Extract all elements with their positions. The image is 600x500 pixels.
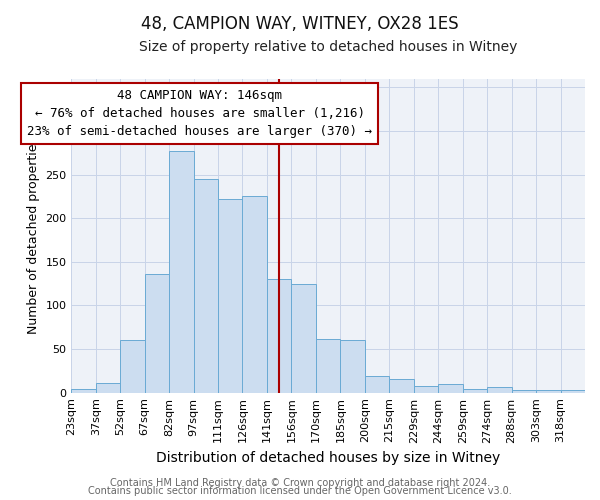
Bar [389,378,414,392]
Text: 48 CAMPION WAY: 146sqm
← 76% of detached houses are smaller (1,216)
23% of semi-: 48 CAMPION WAY: 146sqm ← 76% of detached… [27,89,372,138]
Bar [71,389,96,392]
Bar [120,340,145,392]
Bar [512,390,536,392]
Bar [218,199,242,392]
Bar [267,280,292,392]
Text: Contains public sector information licensed under the Open Government Licence v3: Contains public sector information licen… [88,486,512,496]
Y-axis label: Number of detached properties: Number of detached properties [27,137,40,334]
Bar [242,196,267,392]
Bar [463,389,487,392]
Bar [487,388,512,392]
Bar [438,384,463,392]
Bar [292,284,316,393]
Bar [414,386,438,392]
Bar [169,151,194,392]
Bar [316,338,340,392]
X-axis label: Distribution of detached houses by size in Witney: Distribution of detached houses by size … [156,451,500,465]
Bar [340,340,365,392]
Bar [536,390,560,392]
Title: Size of property relative to detached houses in Witney: Size of property relative to detached ho… [139,40,517,54]
Bar [96,383,120,392]
Bar [560,390,585,392]
Bar [194,179,218,392]
Bar [145,274,169,392]
Text: 48, CAMPION WAY, WITNEY, OX28 1ES: 48, CAMPION WAY, WITNEY, OX28 1ES [141,15,459,33]
Text: Contains HM Land Registry data © Crown copyright and database right 2024.: Contains HM Land Registry data © Crown c… [110,478,490,488]
Bar [365,376,389,392]
